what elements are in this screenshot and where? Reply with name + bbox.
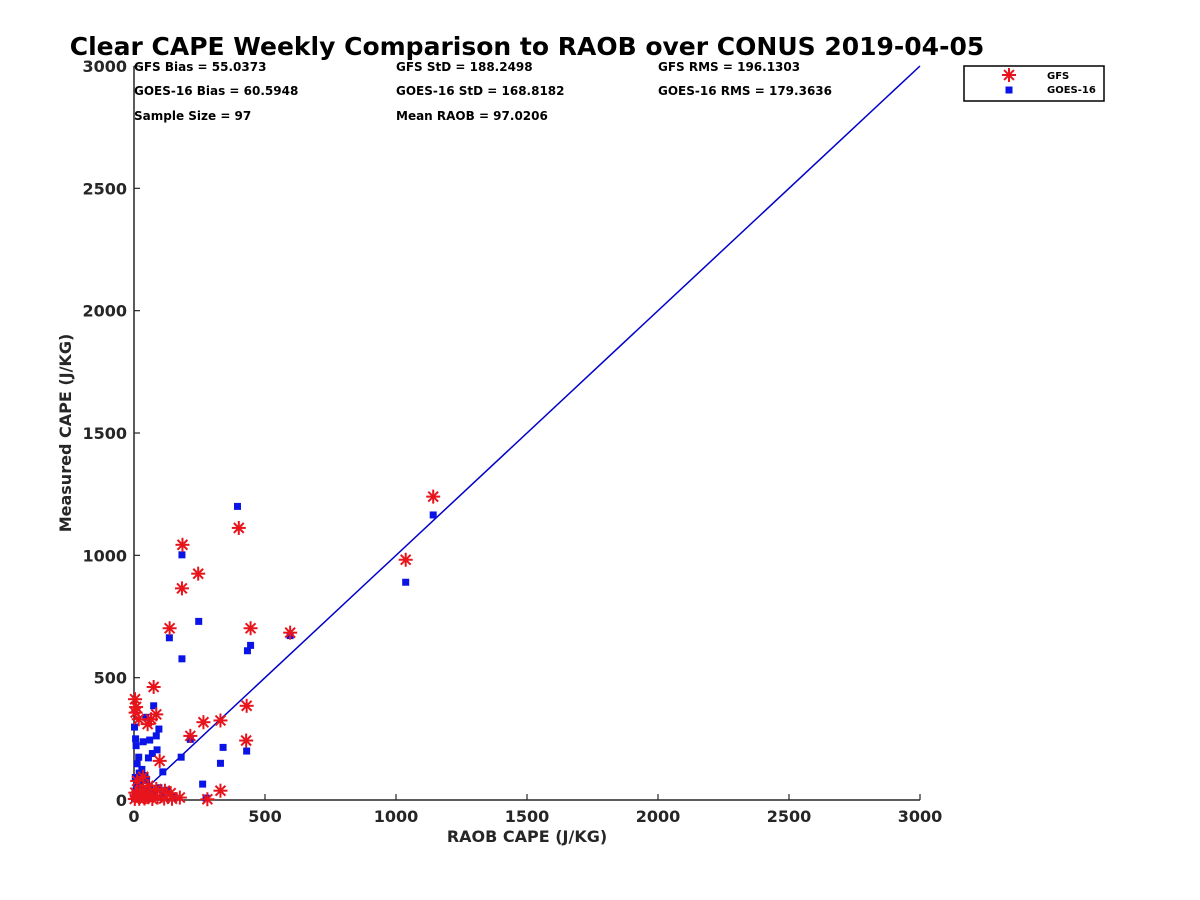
y-tick-label: 2000 (82, 302, 127, 321)
x-tick-label: 0 (128, 807, 139, 826)
gfs-point (146, 679, 161, 694)
goes16-point (148, 750, 156, 758)
stat-goes-bias: GOES-16 Bias = 60.5948 (134, 84, 298, 98)
goes16-point (247, 641, 255, 649)
legend-goes-label: GOES-16 (1047, 85, 1096, 96)
gfs-point (213, 783, 228, 798)
y-tick-label: 3000 (82, 57, 127, 76)
legend-box (963, 65, 1105, 102)
y-tick-label: 1000 (82, 546, 127, 565)
goes16-point (177, 753, 185, 761)
goes16-point (199, 780, 207, 788)
gfs-point (200, 792, 215, 807)
gfs-point (162, 621, 177, 636)
stat-sample-size: Sample Size = 97 (134, 109, 251, 123)
gfs-point (239, 698, 254, 713)
x-tick-label: 2500 (767, 807, 812, 826)
goes16-point (159, 791, 167, 799)
legend-gfs-label: GFS (1047, 71, 1069, 82)
goes16-point (402, 578, 410, 586)
goes16-point (132, 735, 140, 743)
goes16-point (150, 702, 158, 710)
gfs-point (130, 773, 145, 788)
goes16-point (133, 760, 141, 768)
statistics-panel: GFS Bias = 55.0373 GOES-16 Bias = 60.594… (134, 60, 832, 123)
goes16-point (131, 773, 139, 781)
stat-gfs-std: GFS StD = 188.2498 (396, 60, 533, 74)
goes16-point (132, 742, 140, 750)
gfs-point (398, 552, 413, 567)
goes16-point (138, 765, 146, 773)
goes16-point (152, 732, 160, 740)
x-tick-label: 2000 (636, 807, 681, 826)
y-axis-label: Measured CAPE (J/KG) (56, 334, 75, 533)
goes16-point (233, 502, 241, 510)
goes16-point (139, 738, 147, 746)
x-axis-label: RAOB CAPE (J/KG) (447, 827, 607, 846)
goes16-point (178, 551, 186, 559)
goes16-point (178, 655, 186, 663)
gfs-point (183, 728, 198, 743)
gfs-point (144, 712, 159, 727)
gfs-point (243, 621, 258, 636)
goes16-point (155, 725, 163, 733)
stat-gfs-rms: GFS RMS = 196.1303 (658, 60, 800, 74)
chart-title: Clear CAPE Weekly Comparison to RAOB ove… (70, 32, 985, 61)
gfs-point (231, 520, 246, 535)
goes16-point (159, 768, 167, 776)
gfs-point (145, 792, 160, 807)
legend: GFS GOES-16 (963, 65, 1105, 102)
goes16-series (131, 502, 437, 803)
stat-mean-raob: Mean RAOB = 97.0206 (396, 109, 548, 123)
x-tick-label: 1000 (374, 807, 419, 826)
x-tick-label: 1500 (505, 807, 550, 826)
goes16-point (165, 634, 173, 642)
legend-gfs-marker (1002, 68, 1016, 82)
stat-goes-std: GOES-16 StD = 168.8182 (396, 84, 565, 98)
x-axis-ticks: 0 500 1000 1500 2000 2500 3000 (128, 794, 942, 826)
x-tick-label: 3000 (898, 807, 943, 826)
goes16-point (216, 759, 224, 767)
goes16-point (243, 647, 251, 655)
gfs-series (127, 489, 441, 807)
gfs-point (174, 581, 189, 596)
goes16-point (144, 754, 152, 762)
y-tick-label: 500 (94, 669, 127, 688)
stat-goes-rms: GOES-16 RMS = 179.3636 (658, 84, 832, 98)
y-tick-label: 2500 (82, 179, 127, 198)
gfs-point (196, 715, 211, 730)
x-tick-label: 500 (248, 807, 281, 826)
gfs-point (175, 537, 190, 552)
goes16-point (429, 511, 437, 519)
goes16-point (243, 747, 251, 755)
gfs-point (239, 733, 254, 748)
goes16-point (146, 736, 154, 744)
legend-goes-marker (1005, 86, 1013, 94)
y-axis-ticks: 0 500 1000 1500 2000 2500 3000 (82, 57, 140, 810)
goes16-point (153, 746, 161, 754)
gfs-point (213, 713, 228, 728)
goes16-point (195, 617, 203, 625)
legend-goes-square (1005, 86, 1013, 94)
gfs-point (283, 625, 298, 640)
gfs-point (191, 566, 206, 581)
goes16-point (219, 743, 227, 751)
gfs-point (152, 753, 167, 768)
gfs-point (164, 791, 179, 806)
y-tick-label: 1500 (82, 424, 127, 443)
goes16-point (135, 753, 143, 761)
one-to-one-line (133, 65, 921, 801)
stat-gfs-bias: GFS Bias = 55.0373 (134, 60, 266, 74)
gfs-point (128, 785, 143, 800)
goes16-point (131, 723, 139, 731)
goes16-point (142, 713, 150, 721)
legend-gfs-asterisk (1002, 68, 1016, 82)
gfs-point (426, 489, 441, 504)
y-tick-label: 0 (116, 791, 127, 810)
